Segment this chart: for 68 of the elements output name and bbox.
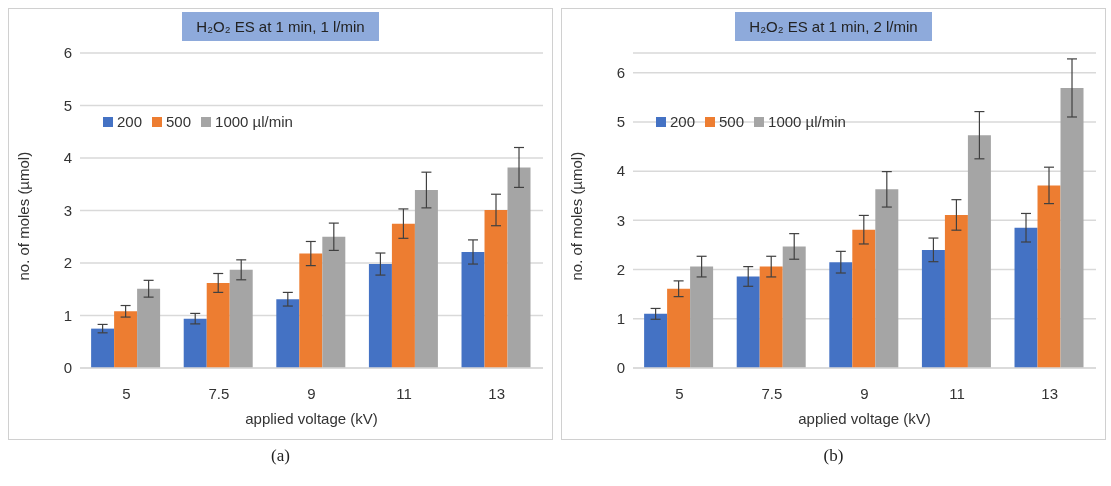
- y-tick-label: 5: [63, 96, 72, 114]
- chart-title: H₂O₂ ES at 1 min, 1 l/min: [182, 12, 379, 41]
- x-tick-label: 13: [1041, 384, 1059, 402]
- bar: [667, 288, 691, 368]
- y-tick-label: 4: [63, 149, 72, 167]
- bar: [690, 266, 714, 368]
- y-tick-label: 0: [616, 359, 625, 377]
- bar: [276, 299, 300, 368]
- text: (b): [823, 446, 844, 465]
- y-tick-label: 3: [616, 211, 625, 229]
- x-tick-label: 7.5: [208, 384, 230, 402]
- x-tick-label: 9: [860, 384, 869, 402]
- bar: [1014, 227, 1038, 368]
- y-tick-label: 1: [63, 306, 72, 324]
- bar: [644, 313, 668, 368]
- y-tick-label: 1: [616, 310, 625, 328]
- bar: [91, 328, 115, 368]
- y-tick-label: 6: [616, 64, 625, 82]
- x-axis-title: applied voltage (kV): [245, 410, 378, 427]
- bar: [1037, 185, 1061, 368]
- bar: [368, 264, 392, 368]
- bar: [461, 251, 485, 368]
- text: (a): [271, 446, 290, 465]
- y-tick-label: 0: [63, 359, 72, 377]
- x-tick-label: 9: [307, 384, 316, 402]
- bar: [229, 269, 253, 368]
- y-axis-title: no. of moles (µmol): [568, 151, 586, 281]
- legend-label: 1000 µl/min: [768, 113, 846, 130]
- bar: [391, 223, 415, 368]
- legend-label: 500: [719, 113, 745, 130]
- bar: [782, 246, 806, 368]
- y-tick-label: 3: [63, 201, 72, 219]
- x-tick-label: 5: [675, 384, 684, 402]
- bar: [183, 318, 207, 368]
- y-tick-label: 4: [616, 162, 625, 180]
- y-tick-label: 5: [616, 113, 625, 131]
- legend-label: 1000 µl/min: [215, 113, 293, 130]
- bar: [944, 214, 968, 368]
- x-tick-label: 7.5: [761, 384, 783, 402]
- x-axis-title: applied voltage (kV): [798, 410, 931, 427]
- y-tick-label: 6: [63, 44, 72, 62]
- bar: [299, 253, 323, 368]
- bar: [759, 266, 783, 368]
- legend-label: 200: [117, 113, 143, 130]
- legend-label: 200: [670, 113, 696, 130]
- bar: [1060, 87, 1084, 368]
- legend-label: 500: [166, 113, 192, 130]
- bar: [852, 229, 876, 368]
- bar: [967, 135, 991, 368]
- bar: [414, 190, 438, 368]
- bar: [829, 262, 853, 368]
- y-tick-label: 2: [63, 254, 72, 272]
- chart-title: H₂O₂ ES at 1 min, 2 l/min: [735, 12, 932, 41]
- x-tick-label: 5: [122, 384, 131, 402]
- bar: [875, 189, 899, 368]
- bar: [206, 282, 230, 368]
- bar: [137, 288, 161, 368]
- x-tick-label: 13: [488, 384, 506, 402]
- bar: [322, 236, 346, 368]
- y-axis-title: no. of moles (µmol): [15, 151, 33, 281]
- x-tick-label: 11: [949, 384, 965, 402]
- bar: [921, 249, 945, 368]
- x-tick-label: 11: [396, 384, 412, 402]
- y-tick-label: 2: [616, 260, 625, 278]
- bar: [484, 209, 508, 368]
- bar: [507, 167, 531, 368]
- bar: [114, 311, 138, 368]
- bar: [736, 276, 760, 368]
